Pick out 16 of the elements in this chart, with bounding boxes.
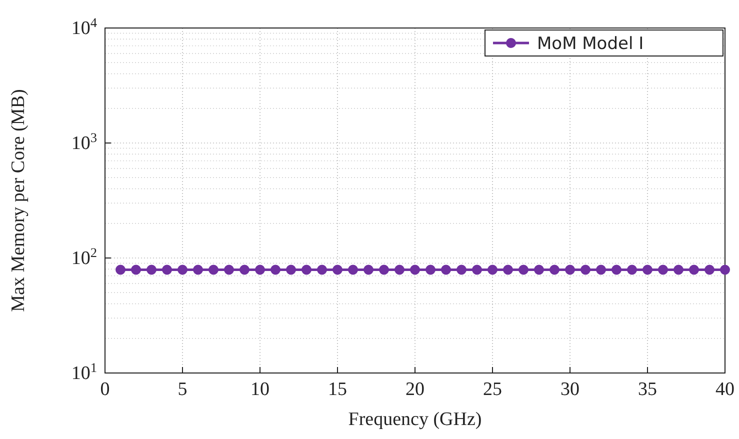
x-tick-label: 25 — [483, 379, 502, 400]
x-tick-label: 10 — [250, 379, 270, 400]
y-tick-label: 10$^{3}$ — [71, 130, 98, 154]
y-tick-label: 10$^{1}$ — [71, 360, 97, 384]
x-axis-title: Frequency (GHz) — [348, 409, 482, 430]
x-tick-label: 40 — [716, 379, 734, 400]
y-axis-title: Max Memory per Core (MB) — [8, 89, 29, 312]
x-tick-label: 30 — [560, 379, 580, 400]
x-tick-label: 0 — [100, 379, 110, 400]
legend-label: MoM Model I — [537, 34, 644, 54]
x-tick-label: 5 — [178, 379, 188, 400]
x-tick-label: 15 — [328, 379, 347, 400]
y-tick-label: 10$^{2}$ — [71, 244, 97, 269]
x-tick-label: 35 — [638, 379, 657, 400]
x-tick-label: 20 — [406, 379, 424, 400]
y-tick-label: 10$^{4}$ — [71, 14, 98, 39]
